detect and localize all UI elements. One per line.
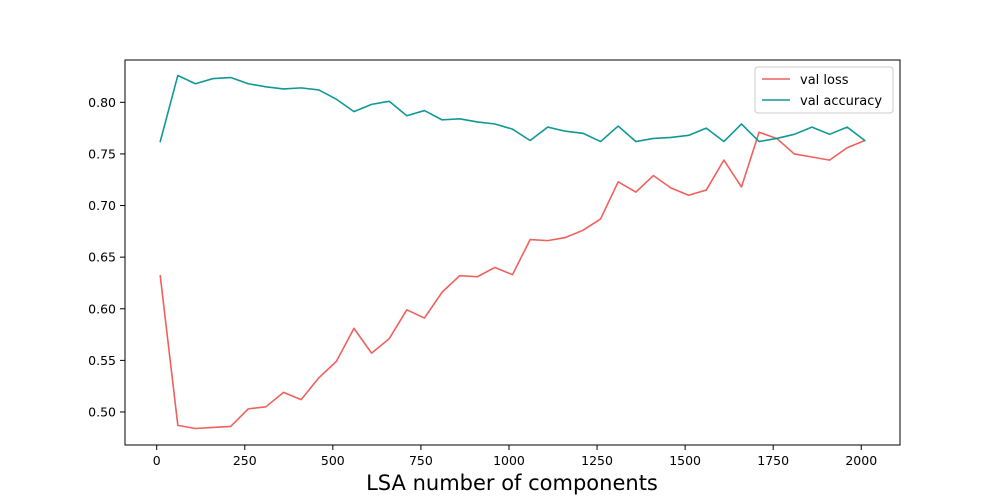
x-axis: 0 250 500 750 1000 1250 1500 1750 2000 [153, 445, 877, 468]
x-tick-label: 0 [153, 453, 161, 468]
y-tick-label: 0.50 [88, 404, 116, 419]
x-tick-label: 2000 [845, 453, 877, 468]
y-tick-label: 0.75 [88, 146, 116, 161]
x-tick-label: 1000 [493, 453, 525, 468]
legend: val loss val accuracy [754, 66, 894, 114]
series-layer [159, 74, 866, 430]
plot-frame [124, 59, 901, 446]
y-tick-label: 0.60 [88, 301, 116, 316]
y-tick-label: 0.55 [88, 353, 116, 368]
x-axis-title: LSA number of components [366, 471, 658, 495]
series-line-val-loss [159, 131, 866, 430]
x-tick-label: 1250 [581, 453, 613, 468]
series-line-val-accuracy [159, 74, 866, 143]
y-tick-label: 0.65 [88, 250, 116, 265]
legend-label-val-loss: val loss [800, 73, 849, 88]
x-tick-label: 1750 [757, 453, 789, 468]
x-tick-label: 250 [233, 453, 257, 468]
x-tick-label: 750 [409, 453, 433, 468]
y-tick-label: 0.70 [88, 198, 116, 213]
x-tick-label: 500 [321, 453, 345, 468]
legend-label-val-accuracy: val accuracy [800, 94, 882, 109]
y-axis: 0.50 0.55 0.60 0.65 0.70 0.75 0.80 [88, 95, 125, 419]
x-tick-label: 1500 [669, 453, 701, 468]
y-tick-label: 0.80 [88, 95, 116, 110]
